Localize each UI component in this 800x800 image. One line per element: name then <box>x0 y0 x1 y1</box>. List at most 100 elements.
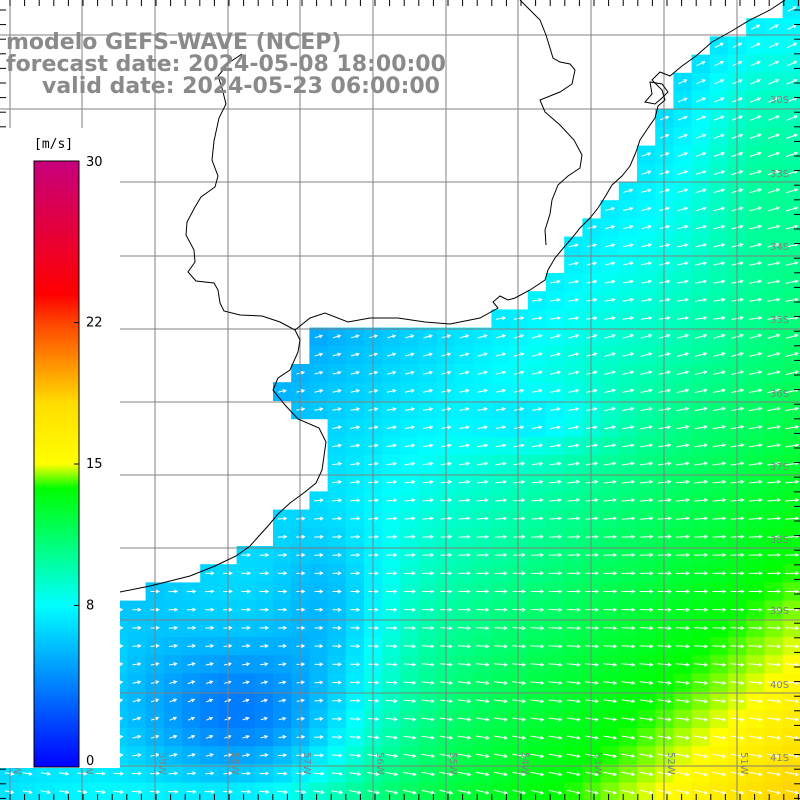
wind-arrow <box>260 698 268 703</box>
wind-arrow <box>477 370 489 375</box>
wind-arrow <box>767 243 781 248</box>
wind-arrow <box>385 735 399 740</box>
wind-arrow <box>766 662 782 667</box>
wind-arrow <box>640 297 653 302</box>
wind-arrow <box>332 680 343 685</box>
wind-arrow <box>476 516 489 521</box>
wind-arrow <box>314 370 324 375</box>
wind-arrow <box>350 516 361 521</box>
wind-arrow <box>766 534 782 539</box>
wind-arrow <box>748 406 763 412</box>
wind-arrow <box>494 607 508 612</box>
wind-arrow <box>548 571 563 576</box>
wind-arrow <box>604 279 616 284</box>
wind-arrow <box>421 717 435 722</box>
wind-arrow <box>622 316 635 321</box>
wind-arrow <box>640 316 653 320</box>
wind-arrow <box>712 717 727 722</box>
wind-arrow <box>313 771 325 776</box>
wind-arrow <box>457 789 472 795</box>
wind-arrow <box>641 188 652 193</box>
wind-arrow <box>457 771 472 777</box>
wind-arrow <box>404 607 416 612</box>
wind-arrow <box>494 735 508 740</box>
wind-arrow <box>568 316 580 321</box>
wind-arrow <box>748 425 763 430</box>
wind-arrow <box>785 589 800 594</box>
wind-arrow <box>530 589 545 594</box>
wind-arrow <box>785 662 800 667</box>
wind-arrow <box>786 133 799 139</box>
wind-arrow <box>404 516 416 521</box>
wind-arrow <box>695 115 707 121</box>
wind-arrow <box>621 735 636 740</box>
wind-arrow <box>639 680 654 685</box>
wind-arrow <box>749 224 763 230</box>
wind-arrow <box>241 771 251 776</box>
wind-arrow <box>531 498 544 503</box>
wind-arrow <box>748 443 763 448</box>
wind-arrow <box>459 352 470 357</box>
wind-arrow <box>676 771 690 777</box>
wind-arrow <box>566 771 581 777</box>
wind-arrow <box>712 425 727 430</box>
wind-arrow <box>621 680 636 685</box>
wind-arrow <box>241 571 252 576</box>
wind-arrow <box>712 571 727 576</box>
wind-arrow <box>694 498 709 503</box>
wind-arrow <box>767 370 781 376</box>
longitude-label: 54W <box>519 752 530 775</box>
wind-arrow <box>242 662 251 667</box>
wind-arrow <box>677 152 689 157</box>
wind-arrow <box>621 789 636 795</box>
wind-arrow <box>641 170 652 175</box>
wind-arrow <box>550 425 561 430</box>
wind-arrow <box>404 498 416 503</box>
wind-arrow <box>622 443 635 448</box>
wind-arrow <box>350 461 361 466</box>
wind-arrow <box>475 735 490 740</box>
wind-arrow <box>314 534 324 539</box>
wind-arrow <box>168 753 178 757</box>
wind-arrow <box>566 717 581 722</box>
wind-arrow <box>749 133 762 139</box>
wind-arrow <box>278 644 287 649</box>
wind-arrow <box>622 334 635 339</box>
wind-arrow <box>277 589 288 594</box>
wind-arrow <box>40 771 52 776</box>
wind-arrow <box>785 571 800 576</box>
wind-arrow <box>405 352 415 357</box>
wind-arrow <box>714 61 725 67</box>
wind-arrow <box>766 552 782 557</box>
wind-arrow <box>512 735 527 740</box>
wind-arrow <box>314 625 324 630</box>
wind-arrow <box>767 388 781 394</box>
wind-arrow <box>404 589 416 594</box>
wind-arrow <box>168 789 179 794</box>
wind-arrow <box>676 443 690 448</box>
longitude-label: 53W <box>592 752 603 775</box>
wind-arrow <box>568 407 580 411</box>
wind-arrow <box>205 771 215 776</box>
wind-arrow <box>530 717 545 722</box>
colorbar-tick-label: 8 <box>86 598 94 613</box>
wind-arrow <box>386 370 397 375</box>
wind-arrow <box>694 717 709 722</box>
wind-arrow <box>422 516 434 521</box>
wind-arrow <box>421 644 435 649</box>
wind-arrow <box>694 461 709 466</box>
wind-arrow <box>695 243 708 248</box>
wind-arrow <box>385 698 398 703</box>
wind-arrow <box>713 243 726 248</box>
wind-arrow <box>495 480 507 484</box>
colorbar-ticks: 30 22 15 8 0 <box>74 155 103 769</box>
wind-arrow <box>332 662 342 667</box>
wind-arrow <box>767 206 781 212</box>
wind-arrow <box>748 644 763 649</box>
wind-arrow <box>748 662 763 667</box>
wind-arrow <box>332 553 342 558</box>
coastline <box>0 0 786 618</box>
wind-arrow <box>532 334 543 339</box>
wind-arrow <box>475 662 490 667</box>
wind-arrow <box>786 115 798 121</box>
